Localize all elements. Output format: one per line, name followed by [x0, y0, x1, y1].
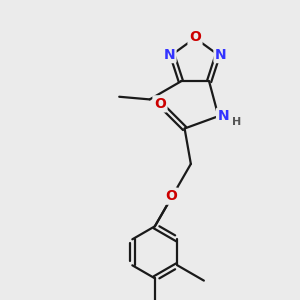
Text: O: O	[154, 97, 166, 111]
Text: N: N	[218, 109, 229, 123]
Text: N: N	[164, 48, 175, 62]
Text: O: O	[165, 189, 177, 203]
Text: H: H	[232, 117, 241, 127]
Text: N: N	[215, 48, 226, 62]
Text: O: O	[189, 30, 201, 44]
